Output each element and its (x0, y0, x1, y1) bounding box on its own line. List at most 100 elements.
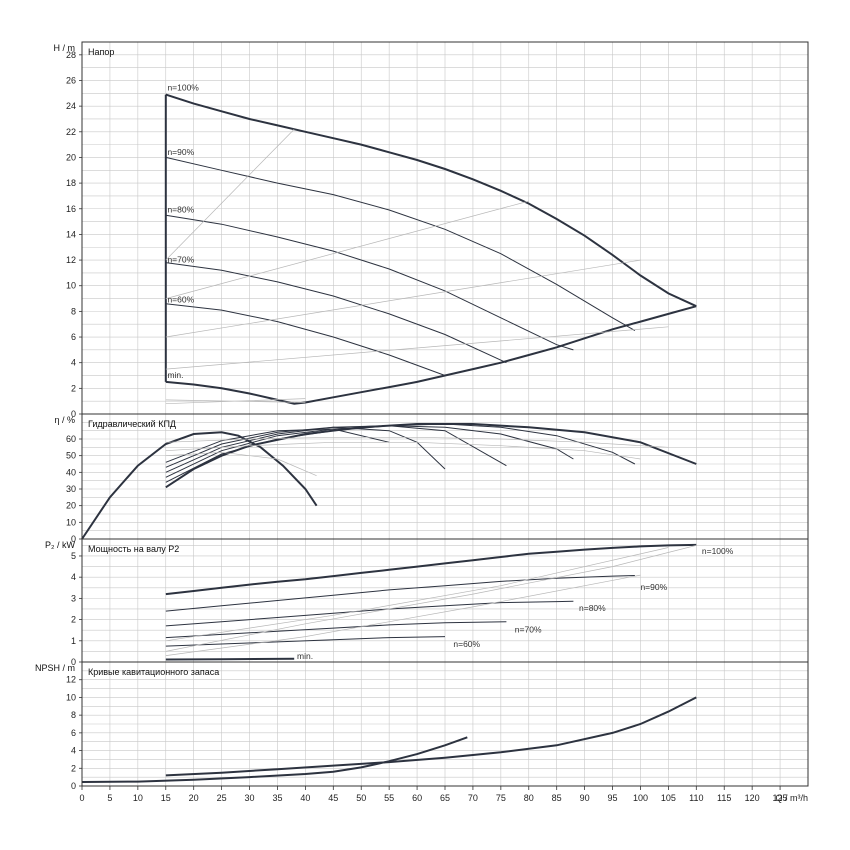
x-tick-label: 80 (524, 793, 534, 803)
series-line-power-0 (165, 543, 697, 596)
y-axis-label-efficiency: η / % (54, 415, 75, 425)
x-tick-label: 115 (717, 793, 731, 803)
x-tick-label: 100 (633, 793, 648, 803)
series-line-efficiency-2 (165, 423, 636, 483)
y-tick-label: 0 (71, 534, 76, 544)
y-tick-label: 0 (71, 409, 76, 419)
series-line-efficiency-7 (165, 436, 669, 448)
series-line-efficiency-0 (81, 431, 318, 540)
x-tick-label: 70 (468, 793, 478, 803)
y-tick-label: 28 (66, 50, 76, 60)
series-line-power-4 (165, 636, 446, 647)
y-tick-label: 60 (66, 434, 76, 444)
series-line-power-5 (165, 657, 295, 661)
y-tick-label: 4 (71, 572, 76, 582)
x-tick-label: 25 (217, 793, 227, 803)
y-tick-label: 10 (66, 281, 76, 291)
y-tick-label: 22 (66, 127, 76, 137)
y-tick-label: 26 (66, 75, 76, 85)
y-tick-label: 12 (66, 255, 76, 265)
curve-label: n=70% (167, 255, 194, 265)
y-tick-label: 14 (66, 229, 76, 239)
series-line-power-1 (165, 575, 635, 612)
series-line-npsh-0 (81, 736, 468, 783)
series-line-head-5 (165, 305, 697, 405)
series-line-head-7 (165, 128, 295, 261)
curve-label: n=60% (167, 294, 194, 304)
panel-title-npsh: Кривые кавитационного запаса (88, 667, 219, 677)
y-tick-label: 3 (71, 593, 76, 603)
x-tick-label: 40 (300, 793, 310, 803)
y-axis-label-head: H / m (54, 43, 76, 53)
y-tick-label: 1 (71, 636, 76, 646)
x-tick-label: 95 (608, 793, 618, 803)
x-tick-label: 120 (745, 793, 760, 803)
grid-layer (82, 42, 808, 786)
y-tick-label: 2 (71, 383, 76, 393)
y-tick-label: 0 (71, 781, 76, 791)
series-line-power-6 (165, 545, 697, 652)
series-line-head-1 (165, 156, 636, 332)
x-tick-label: 30 (245, 793, 255, 803)
x-tick-label: 35 (272, 793, 282, 803)
series-line-power-8 (165, 547, 669, 642)
series-line-head-8 (165, 200, 529, 299)
curve-label: n=90% (640, 582, 667, 592)
x-tick-label: 60 (412, 793, 422, 803)
curve-label: min. (297, 651, 313, 661)
curve-label: min. (167, 370, 183, 380)
x-tick-label: 65 (440, 793, 450, 803)
x-tick-label: 110 (689, 793, 703, 803)
y-tick-label: 2 (71, 615, 76, 625)
y-tick-label: 6 (71, 332, 76, 342)
series-line-head-3 (165, 262, 507, 364)
x-tick-label: 50 (356, 793, 366, 803)
y-tick-label: 8 (71, 306, 76, 316)
series-line-efficiency-6 (165, 428, 390, 463)
y-tick-label: 5 (71, 551, 76, 561)
series-line-head-10 (165, 326, 669, 370)
series-layer (81, 93, 697, 783)
y-tick-label: 4 (71, 358, 76, 368)
series-line-npsh-1 (165, 696, 697, 777)
y-tick-label: 20 (66, 152, 76, 162)
y-tick-label: 10 (66, 692, 76, 702)
y-tick-label: 50 (66, 451, 76, 461)
x-tick-label: 125 (773, 793, 788, 803)
y-tick-label: 20 (66, 501, 76, 511)
x-tick-label: 75 (496, 793, 506, 803)
series-line-head-12 (165, 399, 306, 403)
y-axis-label-power: P₂ / kW (45, 540, 75, 550)
curve-label: n=70% (515, 624, 542, 634)
y-tick-label: 16 (66, 204, 76, 214)
series-line-efficiency-8 (165, 441, 641, 460)
x-tick-label: 20 (189, 793, 199, 803)
y-tick-label: 18 (66, 178, 76, 188)
x-tick-label: 5 (107, 793, 112, 803)
x-tick-label: 105 (661, 793, 676, 803)
x-tick-label: 0 (79, 793, 84, 803)
frame-layer (79, 41, 809, 790)
y-tick-label: 40 (66, 467, 76, 477)
panel-title-head: Напор (88, 47, 114, 57)
y-tick-label: 0 (71, 657, 76, 667)
x-tick-label: 55 (384, 793, 394, 803)
curve-label: n=90% (167, 147, 194, 157)
curve-label: n=80% (579, 603, 606, 613)
y-tick-label: 12 (66, 675, 76, 685)
panel-title-efficiency: Гидравлический КПД (88, 419, 176, 429)
x-tick-label: 90 (580, 793, 590, 803)
y-tick-label: 30 (66, 484, 76, 494)
x-tick-label: 15 (161, 793, 171, 803)
curve-label: n=100% (702, 546, 734, 556)
curve-label: n=100% (167, 83, 199, 93)
series-line-head-4 (165, 303, 446, 376)
curve-label: n=60% (453, 639, 480, 649)
series-line-power-3 (165, 621, 507, 639)
x-tick-label: 10 (133, 793, 143, 803)
series-line-head-9 (165, 259, 641, 338)
y-tick-label: 10 (66, 517, 76, 527)
y-axis-label-npsh: NPSH / m (35, 663, 75, 673)
